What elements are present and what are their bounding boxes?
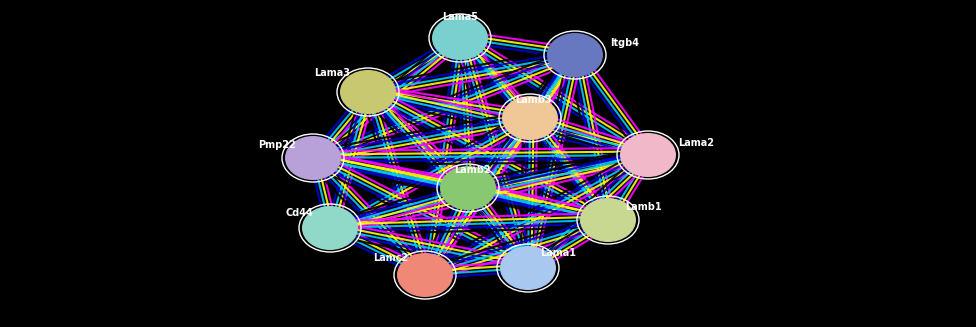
Ellipse shape — [285, 136, 341, 180]
Text: Lama2: Lama2 — [678, 138, 714, 148]
Text: Lamc2: Lamc2 — [373, 253, 408, 263]
Text: Lama1: Lama1 — [540, 248, 576, 258]
Text: Lamb2: Lamb2 — [454, 165, 491, 175]
Text: Cd44: Cd44 — [285, 208, 313, 218]
Text: Itgb4: Itgb4 — [610, 38, 639, 48]
Ellipse shape — [397, 253, 453, 297]
Text: Lama3: Lama3 — [314, 68, 350, 78]
Ellipse shape — [500, 246, 556, 290]
Ellipse shape — [580, 198, 636, 242]
Text: Lamb3: Lamb3 — [515, 95, 551, 105]
Text: Pmp22: Pmp22 — [259, 140, 296, 150]
Ellipse shape — [547, 33, 603, 77]
Ellipse shape — [340, 70, 396, 114]
Ellipse shape — [620, 133, 676, 177]
Ellipse shape — [440, 166, 496, 210]
Ellipse shape — [432, 16, 488, 60]
Ellipse shape — [502, 96, 558, 140]
Text: Lamb1: Lamb1 — [625, 202, 662, 212]
Text: Lama5: Lama5 — [442, 12, 478, 22]
Ellipse shape — [302, 206, 358, 250]
